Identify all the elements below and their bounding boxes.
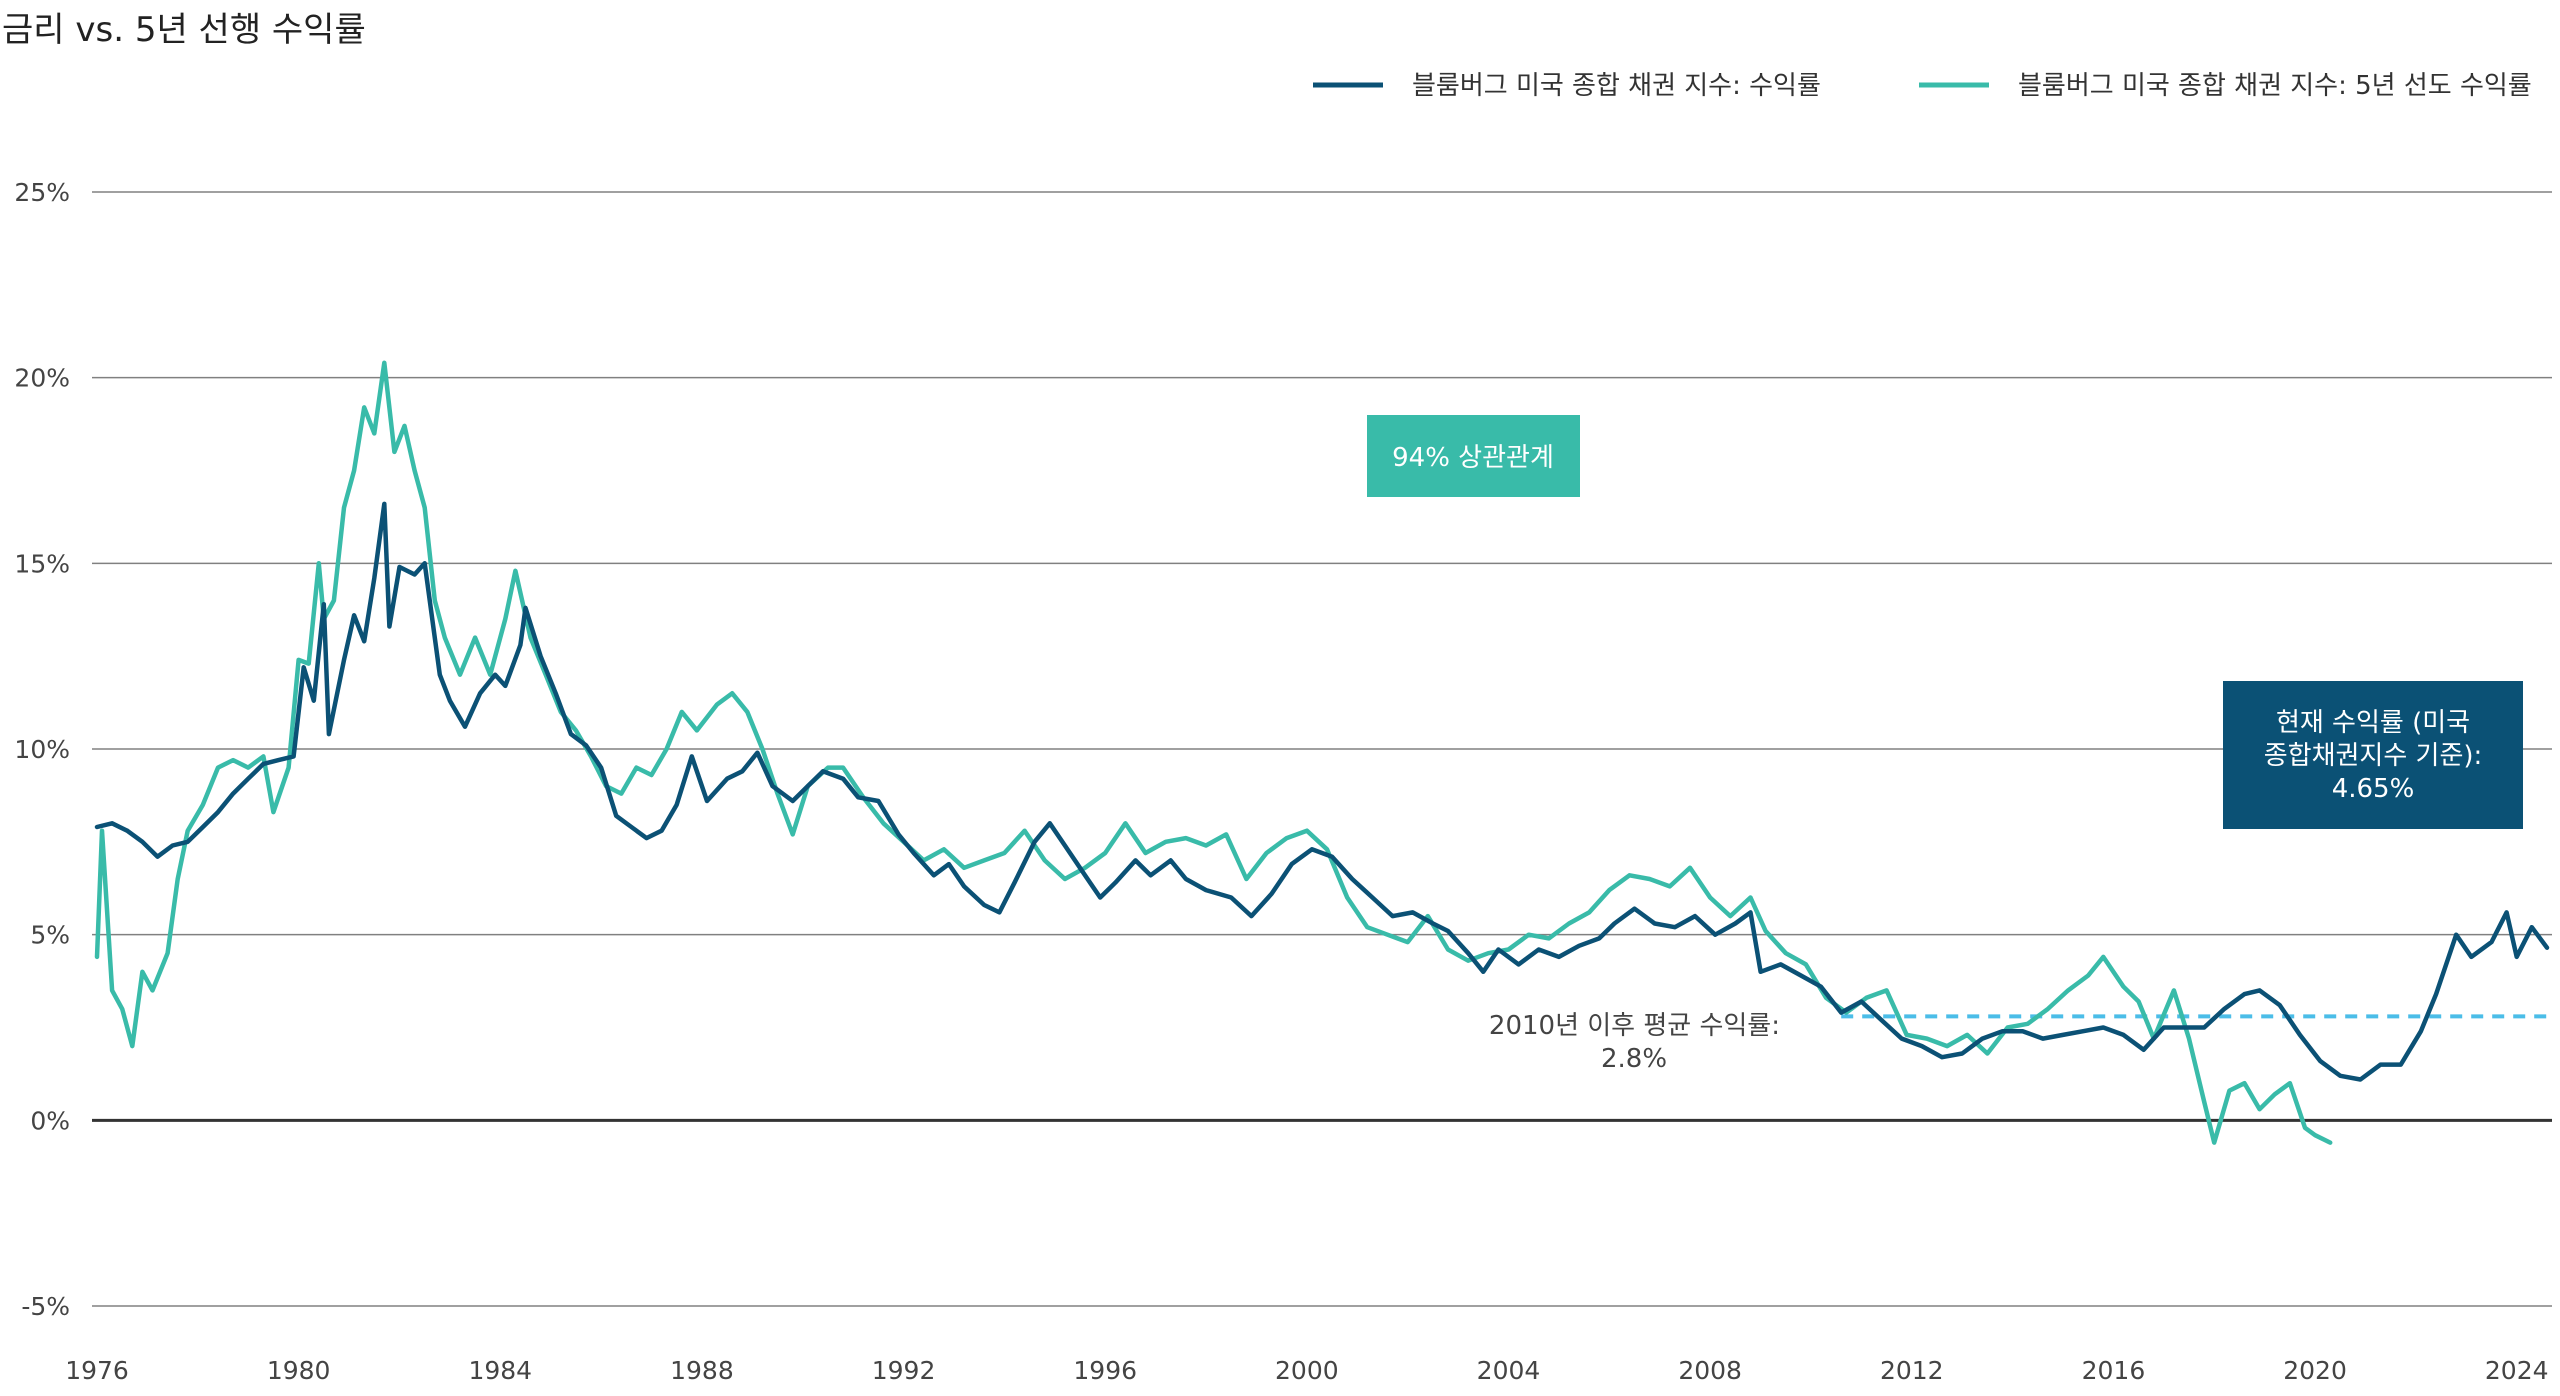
current-yield-line-1: 현재 수익률 (미국 xyxy=(2276,708,2470,738)
x-tick-label: 1992 xyxy=(872,1356,936,1385)
series-lines xyxy=(94,360,2550,1145)
y-tick-label: 20% xyxy=(14,364,70,393)
legend-label-yield: 블룸버그 미국 종합 채권 지수: 수익률 xyxy=(1412,71,1821,101)
x-tick-label: 2016 xyxy=(2082,1356,2146,1385)
x-tick-label: 1984 xyxy=(468,1356,532,1385)
current-yield-line-3: 4.65% xyxy=(2332,774,2415,804)
grid xyxy=(92,191,2552,1307)
correlation-annotation: 94% 상관관계 xyxy=(1367,415,1580,497)
average-label-line-2: 2.8% xyxy=(1601,1044,1667,1074)
current-yield-annotation: 현재 수익률 (미국 종합채권지수 기준): 4.65% xyxy=(2223,681,2523,829)
x-tick-label: 1988 xyxy=(670,1356,734,1385)
y-tick-label: 10% xyxy=(14,735,70,764)
legend-label-forward: 블룸버그 미국 종합 채권 지수: 5년 선도 수익률 xyxy=(2018,71,2532,101)
x-tick-label: 2000 xyxy=(1275,1356,1339,1385)
current-yield-line-2: 종합채권지수 기준): xyxy=(2264,741,2483,771)
x-tick-label: 2008 xyxy=(1678,1356,1742,1385)
y-tick-label: -5% xyxy=(21,1292,70,1321)
x-tick-label: 2012 xyxy=(1880,1356,1944,1385)
x-tick-label: 1976 xyxy=(65,1356,129,1385)
chart-title: 금리 vs. 5년 선행 수익률 xyxy=(2,10,366,50)
y-tick-label: 0% xyxy=(30,1106,70,1135)
series-line-forward xyxy=(94,360,2333,1145)
series-line-yield xyxy=(94,501,2550,1082)
x-tick-label: 2024 xyxy=(2485,1356,2549,1385)
y-tick-label: 15% xyxy=(14,549,70,578)
average-label-line-1: 2010년 이후 평균 수익률: xyxy=(1489,1011,1780,1041)
average-annotation: 2010년 이후 평균 수익률: 2.8% xyxy=(1489,1011,1780,1074)
y-tick-label: 25% xyxy=(14,178,70,207)
y-tick-label: 5% xyxy=(30,921,70,950)
axis-labels: 25% 20% 15% 10% 5% 0% -5% 1976 1980 1984 1988 1992 1… xyxy=(14,178,2548,1385)
x-tick-label: 2004 xyxy=(1477,1356,1541,1385)
x-tick-label: 2020 xyxy=(2283,1356,2347,1385)
legend: 블룸버그 미국 종합 채권 지수: 수익률 블룸버그 미국 종합 채권 지수: … xyxy=(1313,71,2532,101)
x-tick-label: 1980 xyxy=(267,1356,331,1385)
current-yield-box xyxy=(2223,681,2523,829)
correlation-box xyxy=(1367,415,1580,497)
x-tick-label: 1996 xyxy=(1073,1356,1137,1385)
correlation-text: 94% 상관관계 xyxy=(1392,443,1554,473)
